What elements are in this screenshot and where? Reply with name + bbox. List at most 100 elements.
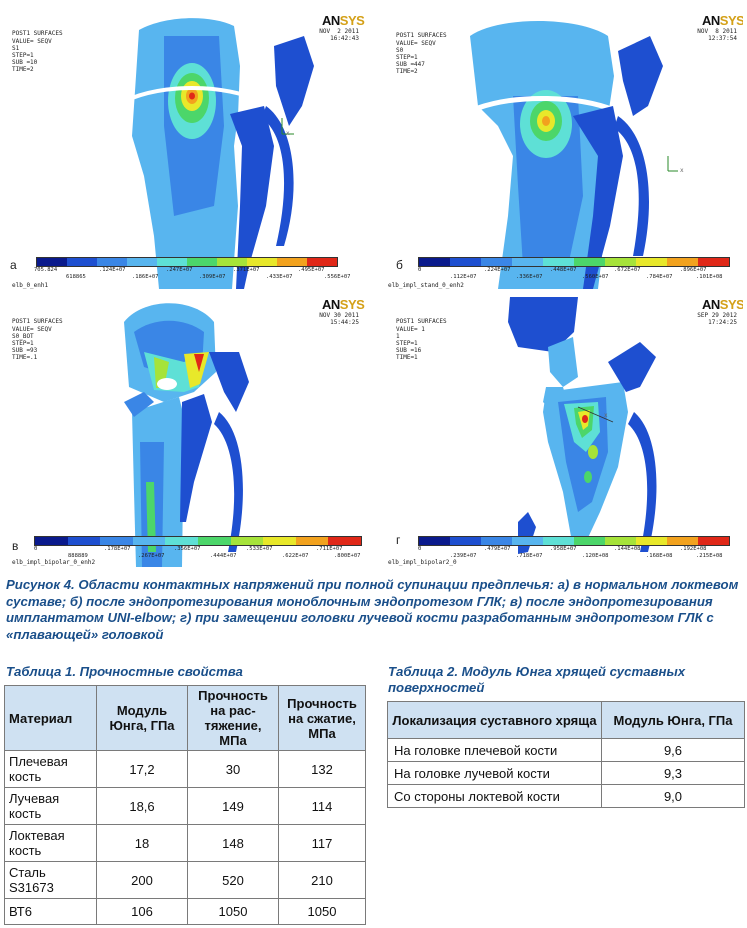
colorbar-a-tick: .124E+07 bbox=[99, 267, 126, 273]
table-row: Со стороны локтевой кости 9,0 bbox=[387, 784, 745, 808]
colorbar-d-tick: .168E+08 bbox=[646, 553, 673, 559]
colorbar-swatch bbox=[574, 258, 605, 266]
table-cell: Лучевая кость bbox=[4, 787, 97, 825]
table-row: На головке плечевой кости 9,6 bbox=[387, 738, 745, 762]
table-row: Локтевая кость 18 148 117 bbox=[4, 824, 366, 862]
colorbar-swatch bbox=[127, 258, 157, 266]
colorbar-d-tick: .239E+07 bbox=[450, 553, 477, 559]
table-header-row: Локализация суставного хряща Модуль Юнга… bbox=[387, 701, 745, 739]
fem-stress-plot-b bbox=[470, 21, 678, 289]
table-header-row: Материал Модуль Юнга, ГПа Прочность на р… bbox=[4, 685, 366, 751]
table-row: Плечевая кость 17,2 30 132 bbox=[4, 750, 366, 788]
colorbar-swatch bbox=[419, 537, 450, 545]
colorbar-b-tick: .336E+07 bbox=[516, 274, 543, 280]
colorbar-a-tick: 618865 bbox=[66, 274, 86, 280]
colorbar-b-tick: .112E+07 bbox=[450, 274, 477, 280]
colorbar-c-tick: .622E+07 bbox=[282, 553, 309, 559]
colorbar-swatch bbox=[247, 258, 277, 266]
ansys-logo: ANSYS bbox=[702, 13, 743, 28]
panel-d-letter: г bbox=[396, 533, 401, 547]
table-cell: 114 bbox=[278, 787, 366, 825]
colorbar-b-tick: .101E+08 bbox=[696, 274, 723, 280]
table-row: ВТ6 106 1050 1050 bbox=[4, 898, 366, 925]
colorbar-b bbox=[418, 257, 730, 267]
strength-properties-table: Материал Модуль Юнга, ГПа Прочность на р… bbox=[4, 685, 366, 925]
colorbar-c bbox=[34, 536, 362, 546]
colorbar-swatch bbox=[605, 258, 636, 266]
colorbar-c-tick: .444E+07 bbox=[210, 553, 237, 559]
colorbar-swatch bbox=[543, 258, 574, 266]
colorbar-swatch bbox=[67, 258, 97, 266]
table-cell: 520 bbox=[187, 861, 279, 899]
colorbar-a-tick: .309E+07 bbox=[199, 274, 226, 280]
table-row: На головке лучевой кости 9,3 bbox=[387, 761, 745, 785]
table-cell: 18 bbox=[96, 824, 188, 862]
colorbar-b-tick: 0 bbox=[418, 267, 422, 273]
table2-caption: Таблица 2. Модуль Юнга хрящей суставных … bbox=[388, 664, 686, 695]
table-cell: 9,3 bbox=[601, 761, 745, 785]
colorbar-swatch bbox=[35, 537, 68, 545]
colorbar-swatch bbox=[481, 258, 512, 266]
colorbar-swatch bbox=[667, 537, 698, 545]
colorbar-c-tick: .178E+07 bbox=[104, 546, 131, 552]
table1-caption: Таблица 1. Прочностные свойства bbox=[6, 664, 243, 679]
colorbar-c-tick: .356E+07 bbox=[174, 546, 201, 552]
colorbar-swatch bbox=[157, 258, 187, 266]
table-cell: 17,2 bbox=[96, 750, 188, 788]
colorbar-a-tick: .556E+07 bbox=[324, 274, 351, 280]
colorbar-d-tick: .120E+08 bbox=[582, 553, 609, 559]
table-cell: 200 bbox=[96, 861, 188, 899]
table-cell: На головке лучевой кости bbox=[387, 761, 602, 785]
colorbar-swatch bbox=[307, 258, 337, 266]
colorbar-d-tick: .958E+07 bbox=[550, 546, 577, 552]
colorbar-swatch bbox=[450, 537, 481, 545]
panel-a-letter: а bbox=[10, 258, 17, 272]
table-cell: Со стороны локтевой кости bbox=[387, 784, 602, 808]
colorbar-c-tick: .533E+07 bbox=[246, 546, 273, 552]
panel-a-date: NOV 2 2011 16:42:43 bbox=[319, 28, 359, 43]
colorbar-swatch bbox=[512, 258, 543, 266]
colorbar-swatch bbox=[277, 258, 307, 266]
colorbar-b-tick: .448E+07 bbox=[550, 267, 577, 273]
panel-b-date: NOV 8 2011 12:37:54 bbox=[697, 28, 737, 43]
panel-b-filename: elb_impl_stand_0_enh2 bbox=[388, 282, 464, 289]
colorbar-d-tick: .718E+07 bbox=[516, 553, 543, 559]
figure-panel-a: POST1 SURFACES VALUE= SEQV S1 STEP=1 SUB =10… bbox=[4, 6, 369, 289]
panel-b-letter: б bbox=[396, 258, 403, 272]
colorbar-a-tick: .371E+07 bbox=[233, 267, 260, 273]
table-cell: 30 bbox=[187, 750, 279, 788]
table-cell: Сталь S31673 bbox=[4, 861, 97, 899]
table-cell: ВТ6 bbox=[4, 898, 97, 925]
column-header: Прочность на сжатие, МПа bbox=[278, 685, 366, 751]
colorbar-b-tick: .672E+07 bbox=[614, 267, 641, 273]
column-header: Модуль Юнга, ГПа bbox=[601, 701, 745, 739]
table-cell: 117 bbox=[278, 824, 366, 862]
colorbar-a-tick: .247E+07 bbox=[166, 267, 193, 273]
colorbar-c-tick: 0 bbox=[34, 546, 38, 552]
table-cell: 9,0 bbox=[601, 784, 745, 808]
colorbar-swatch bbox=[636, 537, 667, 545]
colorbar-b-tick: .224E+07 bbox=[484, 267, 511, 273]
colorbar-a-tick: 705.824 bbox=[34, 267, 58, 273]
fem-stress-plot-a bbox=[131, 18, 314, 289]
cartilage-modulus-table: Локализация суставного хряща Модуль Юнга… bbox=[387, 701, 745, 808]
panel-d-date: SEP 29 2012 17:24:25 bbox=[697, 312, 737, 327]
colorbar-swatch bbox=[100, 537, 133, 545]
colorbar-swatch bbox=[667, 258, 698, 266]
colorbar-swatch bbox=[295, 537, 329, 545]
colorbar-c-tick: .267E+07 bbox=[138, 553, 165, 559]
colorbar-swatch bbox=[217, 258, 247, 266]
figure-panel-d: POST1 SURFACES VALUE= 1 1 STEP=1 SUB =16 TIME… bbox=[378, 292, 743, 567]
colorbar-c-tick: .711E+07 bbox=[316, 546, 343, 552]
table-cell: 149 bbox=[187, 787, 279, 825]
axis-label-x: x bbox=[680, 167, 684, 174]
ansys-logo: ANSYS bbox=[702, 297, 743, 312]
colorbar-d-tick: .215E+08 bbox=[696, 553, 723, 559]
colorbar-b-tick: .560E+07 bbox=[582, 274, 609, 280]
colorbar-swatch bbox=[419, 258, 450, 266]
colorbar-swatch bbox=[187, 258, 217, 266]
panel-c-letter: в bbox=[12, 539, 19, 553]
colorbar-d-tick: .192E+08 bbox=[680, 546, 707, 552]
colorbar-swatch bbox=[197, 537, 231, 545]
colorbar-d-tick: .479E+07 bbox=[484, 546, 511, 552]
